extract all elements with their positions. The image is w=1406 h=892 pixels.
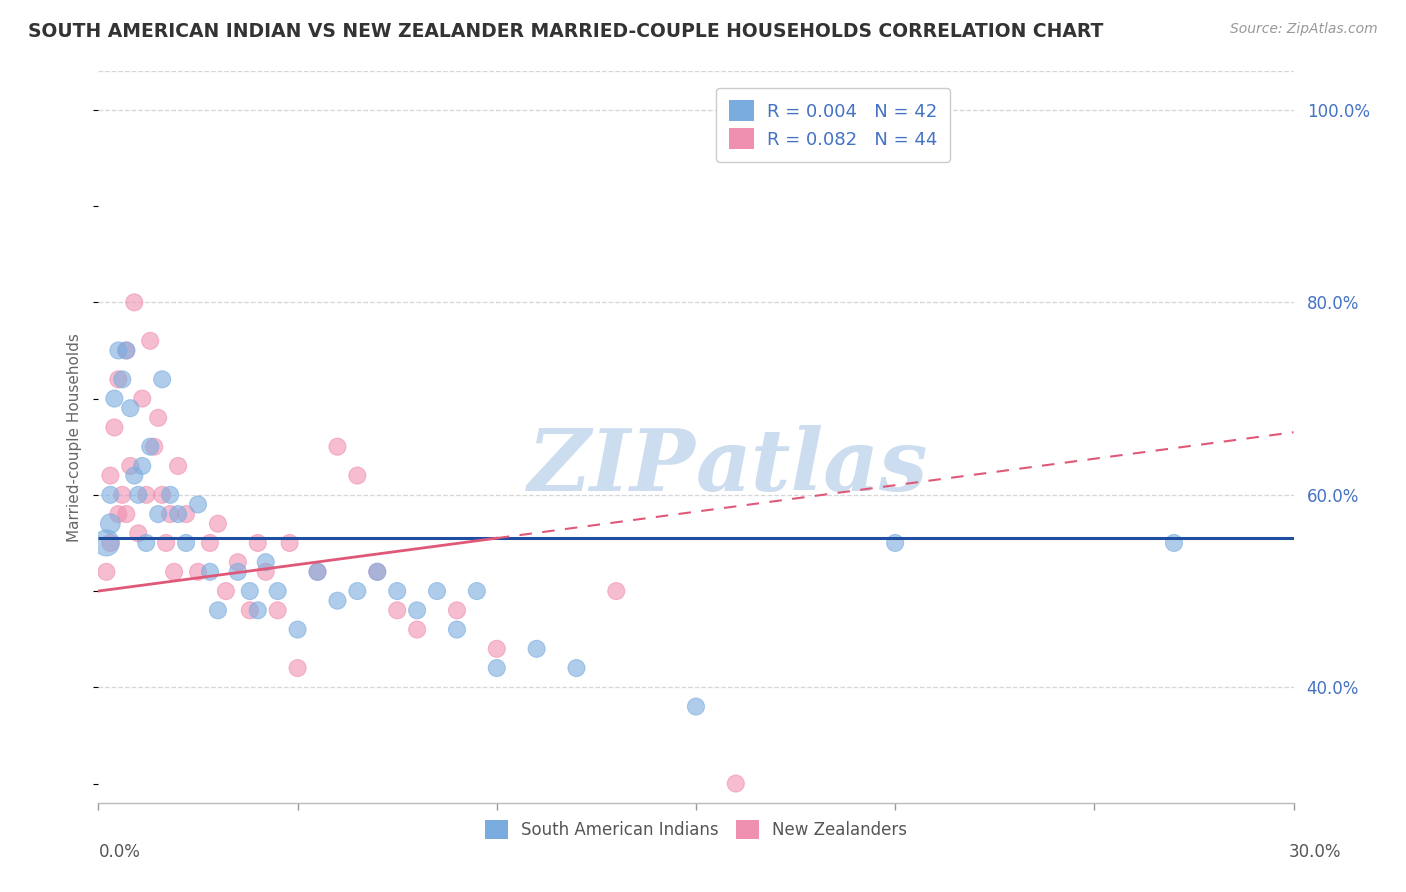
Point	[446, 603, 468, 617]
Point	[187, 498, 209, 512]
Point	[207, 603, 229, 617]
Text: atlas: atlas	[696, 425, 928, 508]
Point	[135, 536, 157, 550]
Point	[96, 536, 118, 550]
Point	[267, 603, 290, 617]
Point	[98, 488, 122, 502]
Point	[150, 488, 173, 502]
Point	[111, 372, 134, 386]
Point	[226, 555, 249, 569]
Point	[239, 584, 262, 599]
Point	[115, 507, 138, 521]
Point	[174, 507, 197, 521]
Point	[124, 295, 146, 310]
Point	[346, 468, 368, 483]
Point	[406, 603, 429, 617]
Point	[485, 641, 508, 656]
Point	[174, 536, 197, 550]
Point	[307, 565, 329, 579]
Point	[155, 536, 177, 550]
Point	[135, 488, 157, 502]
Point	[139, 334, 162, 348]
Text: ZIP: ZIP	[529, 425, 696, 508]
Point	[366, 565, 388, 579]
Point	[215, 584, 238, 599]
Point	[159, 507, 181, 521]
Point	[98, 516, 122, 531]
Point	[426, 584, 449, 599]
Point	[159, 488, 181, 502]
Point	[115, 343, 138, 358]
Point	[884, 536, 907, 550]
Point	[98, 468, 122, 483]
Point	[120, 401, 142, 416]
Point	[254, 565, 277, 579]
Text: Source: ZipAtlas.com: Source: ZipAtlas.com	[1230, 22, 1378, 37]
Point	[685, 699, 707, 714]
Point	[198, 536, 221, 550]
Text: 30.0%: 30.0%	[1288, 843, 1341, 861]
Point	[198, 565, 221, 579]
Point	[148, 507, 170, 521]
Point	[287, 661, 309, 675]
Point	[98, 536, 122, 550]
Point	[485, 661, 508, 675]
Point	[139, 440, 162, 454]
Point	[120, 458, 142, 473]
Point	[107, 372, 129, 386]
Point	[267, 584, 290, 599]
Legend: South American Indians, New Zealanders: South American Indians, New Zealanders	[478, 814, 914, 846]
Point	[111, 488, 134, 502]
Point	[254, 555, 277, 569]
Point	[366, 565, 388, 579]
Point	[167, 507, 190, 521]
Point	[131, 392, 153, 406]
Point	[115, 343, 138, 358]
Point	[565, 661, 588, 675]
Point	[163, 565, 186, 579]
Point	[107, 343, 129, 358]
Point	[326, 593, 349, 607]
Y-axis label: Married-couple Households: Married-couple Households	[67, 333, 83, 541]
Point	[246, 536, 269, 550]
Point	[226, 565, 249, 579]
Point	[127, 488, 149, 502]
Point	[127, 526, 149, 541]
Point	[465, 584, 488, 599]
Point	[239, 603, 262, 617]
Point	[724, 776, 747, 790]
Point	[143, 440, 166, 454]
Point	[124, 468, 146, 483]
Point	[446, 623, 468, 637]
Point	[326, 440, 349, 454]
Point	[103, 420, 125, 434]
Point	[346, 584, 368, 599]
Point	[246, 603, 269, 617]
Point	[107, 507, 129, 521]
Text: SOUTH AMERICAN INDIAN VS NEW ZEALANDER MARRIED-COUPLE HOUSEHOLDS CORRELATION CHA: SOUTH AMERICAN INDIAN VS NEW ZEALANDER M…	[28, 22, 1104, 41]
Point	[96, 565, 118, 579]
Text: 0.0%: 0.0%	[98, 843, 141, 861]
Point	[207, 516, 229, 531]
Point	[385, 584, 409, 599]
Point	[278, 536, 301, 550]
Point	[1163, 536, 1185, 550]
Point	[406, 623, 429, 637]
Point	[167, 458, 190, 473]
Point	[148, 410, 170, 425]
Point	[605, 584, 627, 599]
Point	[103, 392, 125, 406]
Point	[385, 603, 409, 617]
Point	[150, 372, 173, 386]
Point	[131, 458, 153, 473]
Point	[526, 641, 548, 656]
Point	[187, 565, 209, 579]
Point	[307, 565, 329, 579]
Point	[287, 623, 309, 637]
